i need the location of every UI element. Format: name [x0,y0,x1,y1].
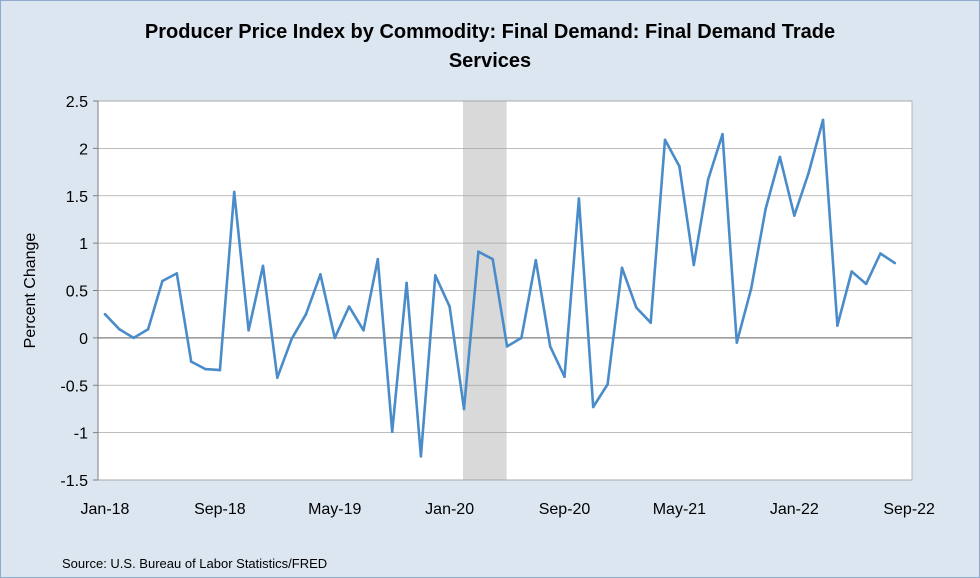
data-point [649,321,652,325]
data-point [347,305,351,308]
data-point [850,270,854,273]
data-point [721,132,724,136]
data-point [505,345,509,348]
x-tick-label: Sep-22 [883,501,935,518]
data-point [161,279,164,283]
y-axis: 2.5 2 1.5 1 0.5 0 -0.5 -1 -1.5 [60,94,99,490]
data-point [276,376,279,379]
x-axis: Jan-18 Sep-18 May-19 Jan-20 Sep-20 May-21 Jan-… [81,501,936,518]
x-tick-label: Sep-20 [539,501,591,518]
data-point [678,165,681,168]
x-tick-label: Jan-18 [81,501,130,518]
data-point [534,258,538,262]
data-point [261,264,265,268]
x-tick-label: May-19 [308,501,361,518]
data-point [419,455,423,458]
series-group [103,118,897,458]
data-point [304,312,308,316]
chart-title: Producer Price Index by Commodity: Final… [0,18,980,76]
data-point [204,367,207,371]
data-point [491,257,495,261]
data-point [606,383,609,386]
data-point [448,305,451,308]
data-point [520,336,523,340]
data-point [893,261,897,265]
data-point [477,250,480,253]
data-point [706,178,710,181]
data-point [836,324,839,327]
data-point [405,281,408,285]
data-point [735,341,739,344]
data-point [563,375,566,379]
data-point [577,197,581,200]
chart-title-line-1: Producer Price Index by Commodity: Final… [144,21,836,43]
data-point [591,405,595,409]
data-point [620,266,624,270]
y-tick-label: -1 [74,426,88,443]
data-point [692,263,696,267]
y-tick-label: -1.5 [60,473,88,490]
x-tick-label: Jan-20 [425,501,474,518]
data-point [390,430,394,433]
data-point [807,171,810,175]
source-note: Source: U.S. Bureau of Labor Statistics/… [62,556,328,571]
y-tick-label: 0 [79,331,88,348]
y-tick-label: 1 [79,236,88,253]
data-point [764,207,767,211]
data-point [879,252,882,255]
x-tick-label: Jan-22 [770,501,819,518]
data-point [362,328,365,332]
data-point [146,328,150,331]
x-tick-label: Sep-18 [194,501,246,518]
data-point [749,287,753,290]
data-point [821,118,825,122]
x-tick-label: May-21 [653,501,706,518]
y-tick-label: 2.5 [66,94,88,111]
data-point [864,282,868,286]
data-point [118,328,121,331]
data-point [333,336,337,340]
y-tick-label: -0.5 [60,378,88,395]
data-point [232,190,236,194]
data-point [792,214,796,217]
data-point [663,138,667,142]
data-point [218,368,222,372]
data-point [103,312,107,316]
y-tick-label: 1.5 [66,189,88,206]
series-line [104,118,896,458]
y-axis-label: Percent Change [22,233,39,349]
data-point [376,257,380,261]
data-point [548,345,552,348]
data-point [778,155,782,159]
data-point [319,273,322,276]
data-point [189,360,193,363]
data-point [290,337,293,341]
data-point [635,306,638,309]
data-point [462,407,466,411]
data-point [175,272,179,275]
data-point [247,328,250,332]
data-point [132,336,136,340]
y-tick-label: 0.5 [66,284,88,301]
y-tick-label: 2 [79,141,88,158]
chart-title-line-2: Services [448,50,532,72]
data-point [433,274,437,277]
